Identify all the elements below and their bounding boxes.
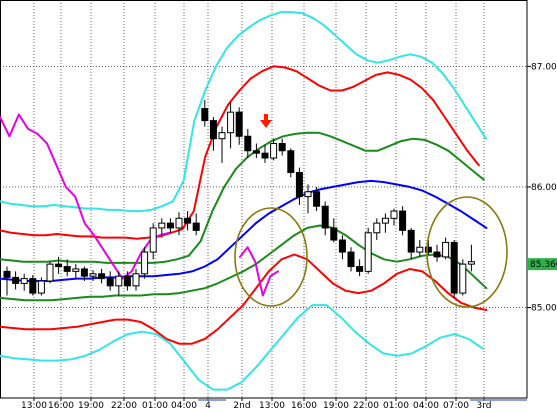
candle-body — [321, 205, 329, 229]
candle-body — [209, 120, 217, 140]
bb-plus3sigma-line — [0, 11, 487, 213]
candle-body — [132, 273, 140, 287]
x-tick-label: 19:00 — [78, 401, 104, 411]
candle-body — [399, 210, 407, 231]
candle-body — [295, 171, 303, 198]
candle-body — [55, 263, 63, 268]
candle-body — [192, 222, 200, 231]
indicator-lines — [0, 11, 488, 391]
bb-plus2sigma-line — [0, 65, 480, 240]
bb-minus3sigma-line — [0, 304, 484, 391]
arrow-shaft — [264, 114, 268, 121]
x-tick-label: 13:00 — [259, 401, 285, 411]
candle-body — [115, 275, 123, 287]
x-tick-label: 04:00 — [413, 401, 439, 411]
x-tick-label: 13:00 — [21, 401, 47, 411]
lagging-span-line — [0, 113, 171, 280]
candle-body — [98, 273, 106, 280]
candle-body — [46, 263, 54, 282]
candle-body — [433, 251, 441, 258]
candle-body — [442, 241, 450, 258]
y-tick-label: 87.000 — [531, 62, 557, 72]
x-tick-label: 16:00 — [291, 401, 317, 411]
candle-body — [287, 150, 295, 173]
candle-body — [106, 278, 114, 287]
x-tick-label: 16:00 — [48, 401, 74, 411]
candle-body — [450, 241, 458, 294]
candle-body — [356, 266, 364, 272]
candle-body — [149, 227, 157, 253]
candle-body — [184, 217, 192, 224]
x-tick-label: 07:00 — [443, 401, 469, 411]
arrow-head — [260, 120, 272, 128]
candle-body — [175, 217, 183, 229]
candle-body — [89, 273, 97, 277]
x-tick-label: 22:00 — [353, 401, 379, 411]
candle-body — [80, 268, 88, 277]
candle-body — [12, 276, 20, 284]
x-tick-label: 01:00 — [383, 401, 409, 411]
moving-average-line — [0, 179, 488, 282]
candle-body — [20, 278, 28, 284]
candle-body — [227, 111, 235, 134]
y-tick-label: 86.000 — [531, 183, 557, 193]
candle-body — [416, 246, 424, 253]
x-tick-label: 2nd — [233, 401, 250, 411]
candle-body — [201, 108, 209, 122]
x-tick-label: 3rd — [477, 401, 492, 411]
candle-body — [364, 232, 372, 272]
candle-body — [459, 263, 467, 294]
axes-layer: 87.00086.00085.00085.36613:0016:0019:002… — [21, 62, 557, 411]
candle-body — [235, 111, 243, 137]
highlight-ellipse — [426, 196, 508, 308]
candle-body — [261, 152, 269, 159]
candle-body — [338, 239, 346, 253]
candle-body — [424, 246, 432, 253]
candle-body — [29, 278, 37, 294]
candle-body — [390, 210, 398, 219]
down-arrow-icon — [260, 114, 272, 128]
candle-body — [381, 217, 389, 224]
candle-body — [278, 143, 286, 152]
grid-layer — [0, 0, 528, 399]
annotations — [234, 114, 508, 308]
candle-body — [407, 229, 415, 253]
x-tick-label: 4 — [205, 401, 211, 411]
candle-body — [218, 132, 226, 140]
bb-minus2sigma-line — [0, 253, 488, 345]
candle-body — [347, 251, 355, 268]
candle-body — [373, 222, 381, 234]
candle-body — [313, 191, 321, 207]
x-tick-label: 19:00 — [323, 401, 349, 411]
candle-body — [123, 275, 131, 287]
candle-body — [3, 270, 11, 278]
candle-body — [37, 280, 45, 294]
x-tick-label: 22:00 — [111, 401, 137, 411]
candle-body — [158, 222, 166, 229]
x-tick-label: 01:00 — [142, 401, 168, 411]
candle-body — [141, 251, 149, 275]
candle-body — [72, 268, 80, 272]
highlight-ellipse — [234, 207, 308, 307]
x-tick-label: 04:00 — [171, 401, 197, 411]
y-tick-label: 85.000 — [531, 304, 557, 314]
lagging-span-line-2 — [239, 246, 279, 297]
candle-body — [467, 261, 475, 265]
bb-minus1sigma-line — [0, 224, 488, 302]
candle-body — [252, 150, 260, 154]
plot-frame — [0, 0, 528, 399]
candle-body — [304, 191, 312, 198]
price-badge-bg — [528, 258, 557, 271]
candlesticks — [3, 100, 475, 298]
candle-body — [166, 222, 174, 229]
current-price-badge: 85.366 — [528, 258, 557, 271]
candle-body — [244, 135, 252, 152]
candle-body — [270, 143, 278, 159]
candle-body — [63, 266, 71, 272]
candle-body — [330, 227, 338, 241]
bb-plus1sigma-line — [0, 131, 485, 264]
current-price-label: 85.366 — [530, 260, 557, 270]
